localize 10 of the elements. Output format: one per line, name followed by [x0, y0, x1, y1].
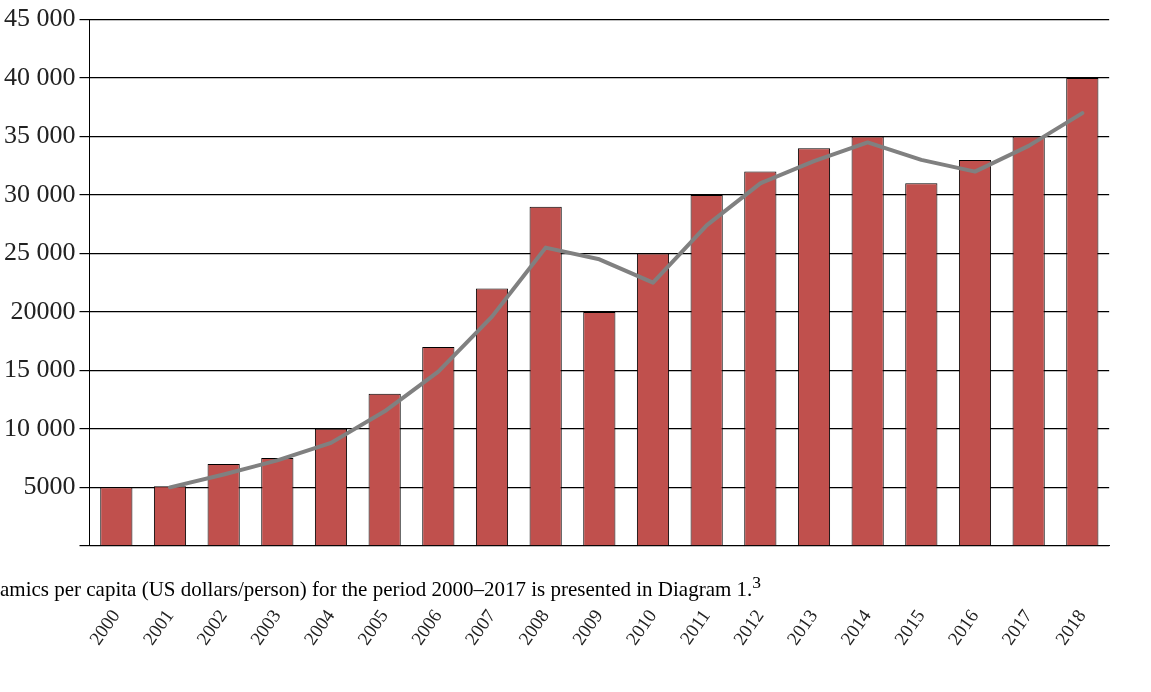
y-tick-label: 25 000 [4, 237, 76, 267]
y-tick-label: 10 000 [4, 412, 76, 442]
text: amics per capita (US dollars/person) for the period 2000–2017 is presented in Diagram 1.$^{3}$ [0, 572, 762, 602]
y-tick-label: 30 000 [4, 178, 76, 208]
y-tick-label: 45 000 [4, 3, 76, 33]
y-tick-label: 35 000 [4, 120, 76, 150]
y-tick-label: 15 000 [4, 354, 76, 384]
y-tick-label: 20000 [10, 295, 76, 325]
y-tick-label: 40 000 [4, 61, 76, 91]
y-tick-label: 5000 [23, 471, 76, 501]
